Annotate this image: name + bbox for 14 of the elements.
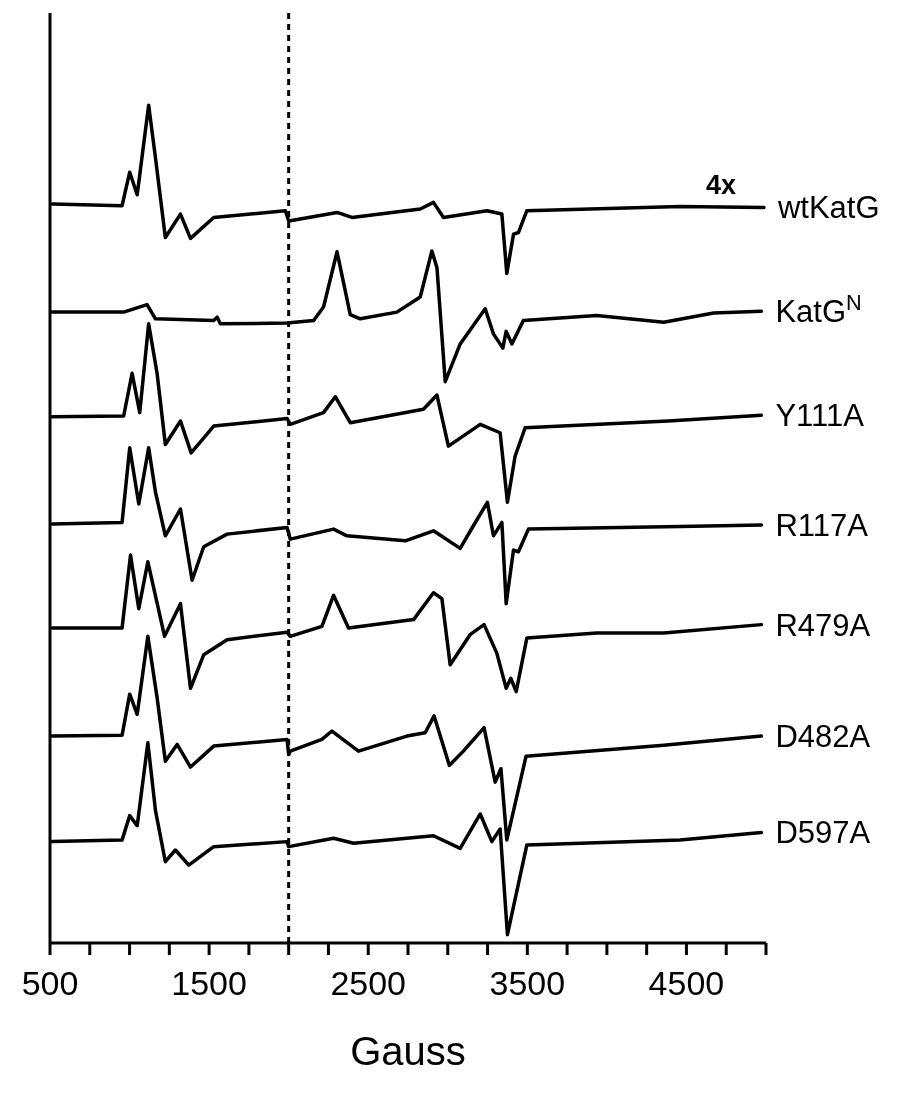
annotation: 4x (706, 170, 737, 200)
series-label: D597A (775, 815, 871, 851)
series-label: R479A (775, 607, 871, 643)
series-label: Y111A (775, 398, 865, 434)
x-tick-label: 2500 (330, 964, 407, 1003)
series-label: wtKatG (776, 190, 880, 226)
x-axis-title: Gauss (350, 1029, 466, 1073)
series-label: R117A (775, 507, 869, 543)
x-tick-label: 3500 (489, 964, 566, 1003)
x-tick-label: 1500 (171, 964, 247, 1003)
series-label: D482A (775, 719, 871, 755)
x-tick-label: 4500 (648, 964, 725, 1003)
series-label: KatG$^{N}$ (775, 289, 862, 330)
x-tick-label: 500 (21, 964, 79, 1003)
